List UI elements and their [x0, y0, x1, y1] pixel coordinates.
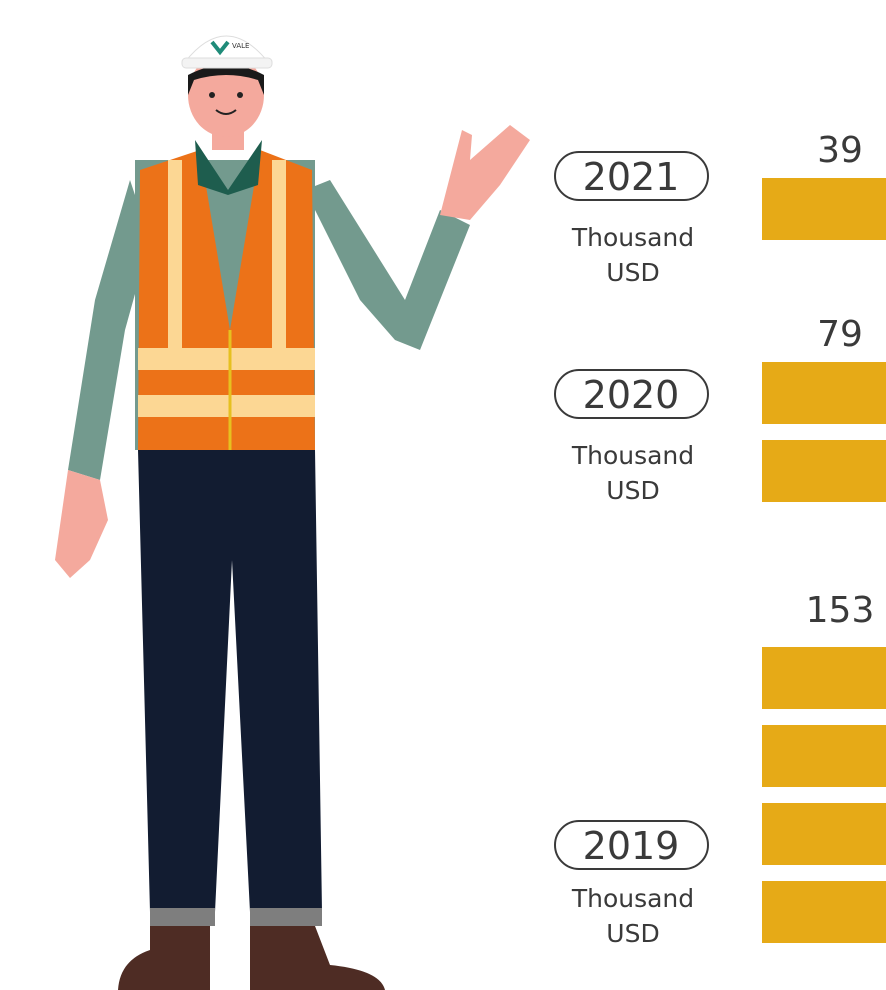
infographic: VALE 2021ThousandUSD392020ThousandUSD792…: [0, 0, 886, 990]
value-list: 2021 Thousand USD 39 2020 Thousand USD 79 2019 Th…: [555, 130, 886, 948]
coin-block: [762, 178, 886, 240]
coin-block: [762, 647, 886, 709]
coin-block: [762, 440, 886, 502]
unit: Thousand: [571, 223, 694, 252]
unit: Thousand: [571, 884, 694, 913]
year: 2019: [583, 824, 680, 868]
value: 39: [817, 130, 863, 171]
year: 2021: [583, 155, 680, 199]
year: 2020: [583, 373, 680, 417]
unit: USD: [606, 476, 659, 505]
logo: VALE: [232, 42, 249, 50]
coin-block: [762, 362, 886, 424]
value: 153: [806, 590, 875, 631]
unit: USD: [606, 919, 659, 948]
worker-illustration: VALE: [55, 36, 530, 990]
value: 79: [817, 314, 863, 355]
coin-block: [762, 803, 886, 865]
unit: USD: [606, 258, 659, 287]
coin-block: [762, 881, 886, 943]
unit: Thousand: [571, 441, 694, 470]
coin-block: [762, 725, 886, 787]
